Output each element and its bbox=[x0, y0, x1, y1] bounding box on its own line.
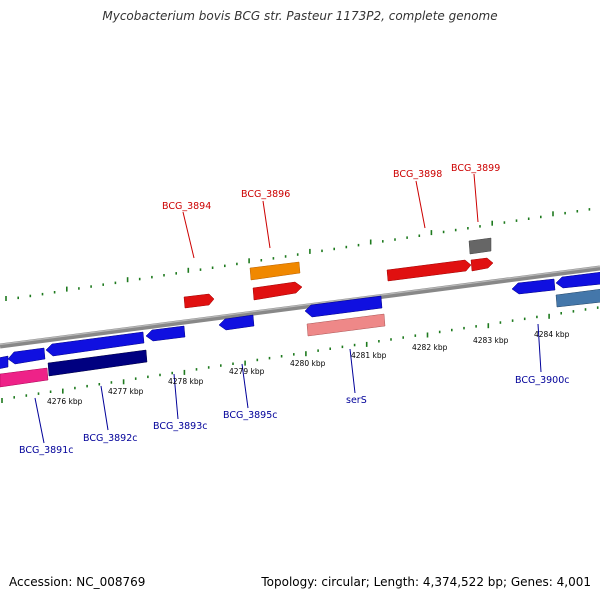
accession-text: Accession: NC_008769 bbox=[9, 575, 146, 589]
map-title: Mycobacterium bovis BCG str. Pasteur 117… bbox=[102, 9, 498, 23]
label-BCG_3896[interactable]: BCG_3896 bbox=[241, 189, 290, 200]
kbp-label: 4281 kbp bbox=[351, 351, 387, 360]
gene-blue-6[interactable] bbox=[304, 295, 383, 318]
gene-pink[interactable] bbox=[0, 367, 49, 388]
label-BCG_3893c[interactable]: BCG_3893c bbox=[153, 421, 208, 432]
kbp-label: 4279 kbp bbox=[229, 367, 265, 376]
gene-blue-3[interactable] bbox=[45, 331, 145, 357]
gene-red-1[interactable] bbox=[183, 293, 215, 309]
kbp-label: 4276 kbp bbox=[47, 397, 83, 406]
label-BCG_3898[interactable]: BCG_3898 bbox=[393, 169, 442, 180]
feature-layer bbox=[0, 237, 600, 388]
label-BCG_3899[interactable]: BCG_3899 bbox=[451, 163, 500, 174]
gene-grey[interactable] bbox=[468, 237, 492, 255]
gene-blue-4[interactable] bbox=[145, 325, 186, 342]
kbp-label: 4277 kbp bbox=[108, 387, 144, 396]
gene-blue-5[interactable] bbox=[218, 314, 255, 331]
kbp-label: 4282 kbp bbox=[412, 343, 448, 352]
gene-orange[interactable] bbox=[249, 261, 301, 281]
gene-navy[interactable] bbox=[47, 349, 148, 377]
gene-red-2[interactable] bbox=[252, 281, 303, 301]
kbp-label: 4283 kbp bbox=[473, 336, 509, 345]
genome-backbone bbox=[0, 265, 600, 349]
gene-blue-7[interactable] bbox=[511, 278, 556, 295]
forward-gene-labels: BCG_3894 BCG_3896 BCG_3898 BCG_3899 bbox=[162, 163, 500, 212]
gene-blue-8[interactable] bbox=[555, 271, 600, 289]
gene-steel[interactable] bbox=[555, 289, 600, 308]
label-serS[interactable]: serS bbox=[346, 395, 367, 406]
gene-salmon[interactable] bbox=[306, 313, 386, 337]
lower-tick-track bbox=[1, 306, 599, 403]
label-BCG_3895c[interactable]: BCG_3895c bbox=[223, 410, 278, 421]
upper-tick-track bbox=[5, 208, 591, 301]
label-BCG_3892c[interactable]: BCG_3892c bbox=[83, 433, 138, 444]
kbp-label: 4284 kbp bbox=[534, 330, 570, 339]
reverse-gene-labels: BCG_3891c BCG_3892c BCG_3893c BCG_3895c … bbox=[19, 375, 570, 456]
gene-blue-1[interactable] bbox=[0, 355, 9, 369]
callout-lines bbox=[34, 173, 542, 444]
kbp-axis-labels: 4276 kbp 4277 kbp 4278 kbp 4279 kbp 4280… bbox=[47, 330, 570, 406]
label-BCG_3900c[interactable]: BCG_3900c bbox=[515, 375, 570, 386]
label-BCG_3894[interactable]: BCG_3894 bbox=[162, 201, 211, 212]
genome-backbone-highlight bbox=[0, 265, 600, 346]
label-BCG_3891c[interactable]: BCG_3891c bbox=[19, 445, 74, 456]
gene-blue-2[interactable] bbox=[7, 347, 46, 365]
kbp-label: 4280 kbp bbox=[290, 359, 326, 368]
gene-red-3[interactable] bbox=[386, 259, 472, 282]
genome-summary-text: Topology: circular; Length: 4,374,522 bp… bbox=[261, 575, 591, 589]
kbp-label: 4278 kbp bbox=[168, 377, 204, 386]
gene-red-4[interactable] bbox=[470, 257, 494, 272]
